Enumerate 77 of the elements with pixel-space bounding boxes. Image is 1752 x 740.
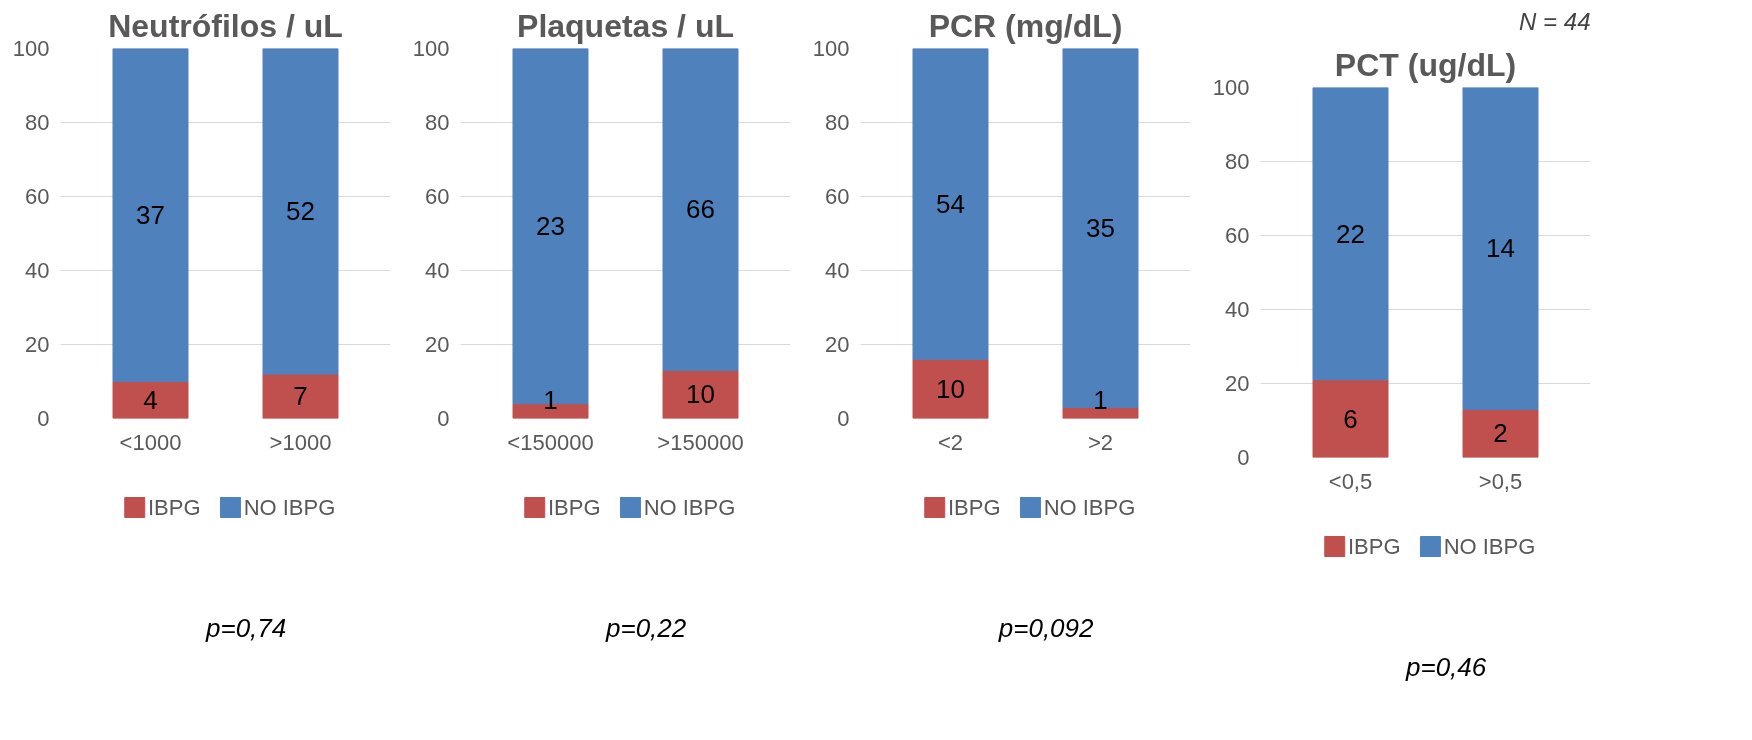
y-tick-label: 80 — [825, 110, 850, 135]
bar — [1462, 87, 1539, 410]
y-tick-label: 80 — [1225, 149, 1250, 174]
annotation: 6 — [1343, 403, 1358, 434]
y-tick-label: 40 — [825, 258, 850, 283]
y-tick-label: 100 — [12, 36, 50, 61]
annotation: 35 — [1086, 212, 1115, 243]
annotation: 2 — [1493, 418, 1508, 449]
y-tick-label: 20 — [1225, 371, 1250, 396]
text: p=0,22 — [605, 612, 687, 643]
y-tick-label: 0 — [37, 406, 50, 431]
y-tick-label: 80 — [425, 110, 450, 135]
y-tick-label: 40 — [25, 258, 50, 283]
y-tick-label: 60 — [425, 184, 450, 209]
y-tick-label: 80 — [25, 110, 50, 135]
legend-label: NO IBPG — [1043, 495, 1136, 520]
legend-label: IBPG — [547, 495, 601, 520]
chart-title: Neutrófilos / uL — [108, 7, 343, 44]
y-tick-label: 100 — [812, 36, 850, 61]
chart-title: PCR (mg/dL) — [928, 7, 1123, 44]
bar — [112, 381, 189, 419]
x-tick-label: >2 — [1087, 429, 1114, 455]
x-tick-label: >150000 — [657, 429, 744, 455]
y-tick-label: 60 — [1225, 223, 1250, 248]
legend-label: NO IBPG — [243, 495, 336, 520]
bar — [912, 48, 989, 360]
y-tick-label: 60 — [825, 184, 850, 209]
annotation: 14 — [1486, 233, 1515, 264]
legend-label: IBPG — [947, 495, 1001, 520]
legend-label: NO IBPG — [1443, 534, 1536, 559]
annotation: 22 — [1336, 218, 1365, 249]
bar — [1462, 408, 1539, 458]
text: p=0,46 — [1405, 651, 1487, 682]
bar — [912, 358, 989, 419]
annotation: 23 — [536, 211, 565, 242]
bar — [1312, 379, 1389, 458]
chart-title: PCT (ug/dL) — [1334, 46, 1517, 83]
bar — [1312, 87, 1389, 381]
y-tick-label: 0 — [1237, 445, 1250, 470]
x-tick-label: <2 — [937, 429, 964, 455]
annotation: 52 — [286, 196, 315, 227]
bar — [262, 373, 339, 419]
y-tick-label: 100 — [412, 36, 450, 61]
y-tick-label: 20 — [425, 332, 450, 357]
x-tick-label: <0,5 — [1328, 468, 1373, 494]
text: p=0,74 — [205, 612, 287, 643]
x-tick-label: >0,5 — [1478, 468, 1523, 494]
bar — [662, 48, 739, 371]
legend-label: IBPG — [1347, 534, 1401, 559]
annotation: 7 — [293, 381, 308, 412]
legend-label: IBPG — [147, 495, 201, 520]
bar — [112, 48, 189, 382]
y-tick-label: 20 — [825, 332, 850, 357]
bar — [262, 48, 339, 375]
annotation: 66 — [686, 194, 715, 225]
y-tick-label: 0 — [837, 406, 850, 431]
x-tick-label: >1000 — [269, 429, 332, 455]
annotation: 1 — [1093, 385, 1108, 415]
annotation: 54 — [936, 188, 965, 219]
annotation: 10 — [686, 379, 715, 410]
bar — [662, 369, 739, 419]
annotation: 37 — [136, 200, 165, 230]
y-tick-label: 100 — [1212, 75, 1250, 100]
text: p=0,092 — [997, 612, 1095, 643]
annotation: 10 — [936, 373, 965, 404]
legend-label: NO IBPG — [643, 495, 736, 520]
y-tick-label: 60 — [25, 184, 50, 209]
y-tick-label: 40 — [1225, 297, 1250, 322]
x-tick-label: <150000 — [507, 429, 594, 455]
bar — [1062, 48, 1139, 408]
chart-title: Plaquetas / uL — [517, 7, 734, 44]
y-tick-label: 20 — [25, 332, 50, 357]
y-tick-label: 0 — [437, 406, 450, 431]
x-tick-label: <1000 — [119, 429, 182, 455]
annotation: 4 — [143, 385, 158, 415]
text: N = 44 — [1519, 7, 1591, 35]
y-tick-label: 40 — [425, 258, 450, 283]
